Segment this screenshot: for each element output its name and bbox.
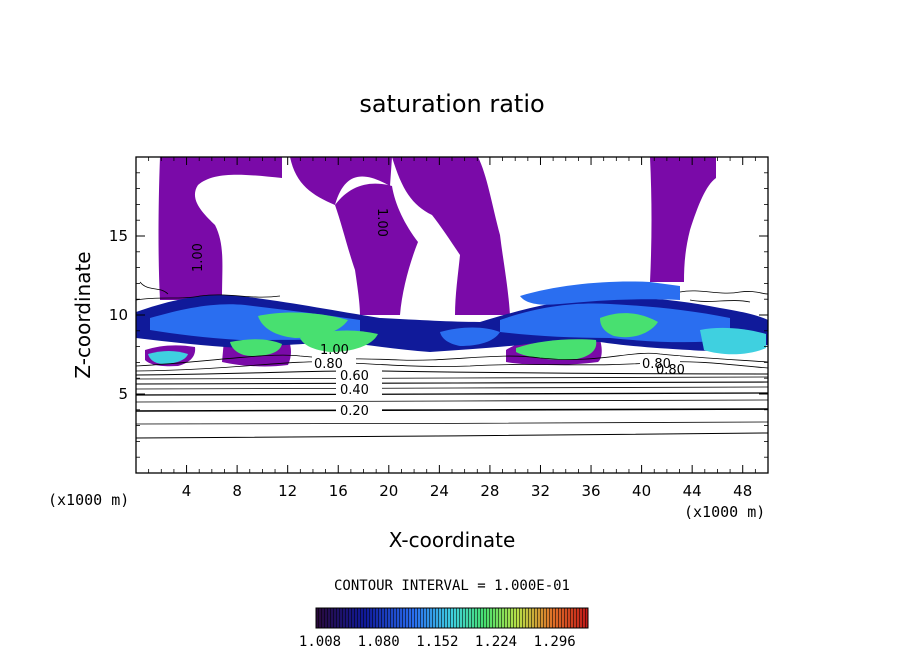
x-tick-label: 8 — [232, 482, 242, 500]
x-tick-label: 48 — [733, 482, 752, 500]
plot-field: 0.20 0.40 0.60 0.80 1.00 1.00 1.00 0.80 … — [136, 157, 768, 439]
x-tick-label: 16 — [329, 482, 348, 500]
colorbar-tick-label: 1.008 — [299, 634, 341, 650]
colorbar-tick-label: 1.080 — [358, 634, 400, 650]
contour-label-0-80-mid: 0.80 — [656, 363, 685, 378]
x-tick-label: 28 — [480, 482, 499, 500]
y-axis-title: Z-coordinate — [71, 251, 95, 378]
contour-label-1-00-upper: 1.00 — [374, 208, 389, 237]
colorbar-stripes — [316, 608, 588, 628]
contour-label-0-80-left: 0.80 — [314, 357, 343, 372]
x-tick-label: 4 — [182, 482, 192, 500]
y-axis-ticks: 5 10 15 — [109, 172, 768, 458]
contour-labels: 0.20 0.40 0.60 0.80 1.00 1.00 1.00 0.80 … — [191, 208, 685, 419]
colorbar-tick-label: 1.296 — [534, 634, 576, 650]
contour-label-0-60: 0.60 — [340, 369, 369, 384]
contour-label-0-40: 0.40 — [340, 383, 369, 398]
supersaturated-region-fill — [145, 157, 716, 367]
x-axis-title: X-coordinate — [389, 528, 516, 552]
y-tick-label: 10 — [109, 306, 128, 324]
chart-title: saturation ratio — [359, 90, 544, 118]
x-axis-unit-right: (x1000 m) — [684, 503, 765, 521]
y-tick-label: 5 — [118, 385, 128, 403]
x-tick-label: 20 — [379, 482, 398, 500]
cloud-band — [136, 281, 768, 364]
colorbar-tick-label: 1.152 — [416, 634, 458, 650]
x-tick-label: 36 — [581, 482, 600, 500]
contour-label-1-00-left: 1.00 — [191, 243, 206, 272]
contour-label-0-80-right: 0.80 — [642, 357, 671, 372]
colorbar-tick-label: 1.224 — [475, 634, 517, 650]
x-tick-label: 24 — [430, 482, 449, 500]
contour-interval-label: CONTOUR INTERVAL = 1.000E-01 — [334, 578, 570, 594]
colorbar-tick-labels: 1.008 1.080 1.152 1.224 1.296 — [299, 634, 576, 650]
colorbar-frame — [315, 607, 589, 629]
contour-label-0-20: 0.20 — [340, 404, 369, 419]
contour-lines — [136, 281, 768, 439]
x-axis-unit-left: (x1000 m) — [48, 491, 129, 509]
x-axis-ticks: 4 8 12 16 20 24 28 32 36 40 44 48 — [148, 157, 756, 500]
y-tick-label: 15 — [109, 227, 128, 245]
x-tick-label: 44 — [683, 482, 702, 500]
x-tick-label: 12 — [278, 482, 297, 500]
x-tick-label: 40 — [632, 482, 651, 500]
contour-label-1-00-bottom: 1.00 — [320, 343, 349, 358]
colorbar: 1.008 1.080 1.152 1.224 1.296 — [299, 607, 589, 650]
x-tick-label: 32 — [531, 482, 550, 500]
